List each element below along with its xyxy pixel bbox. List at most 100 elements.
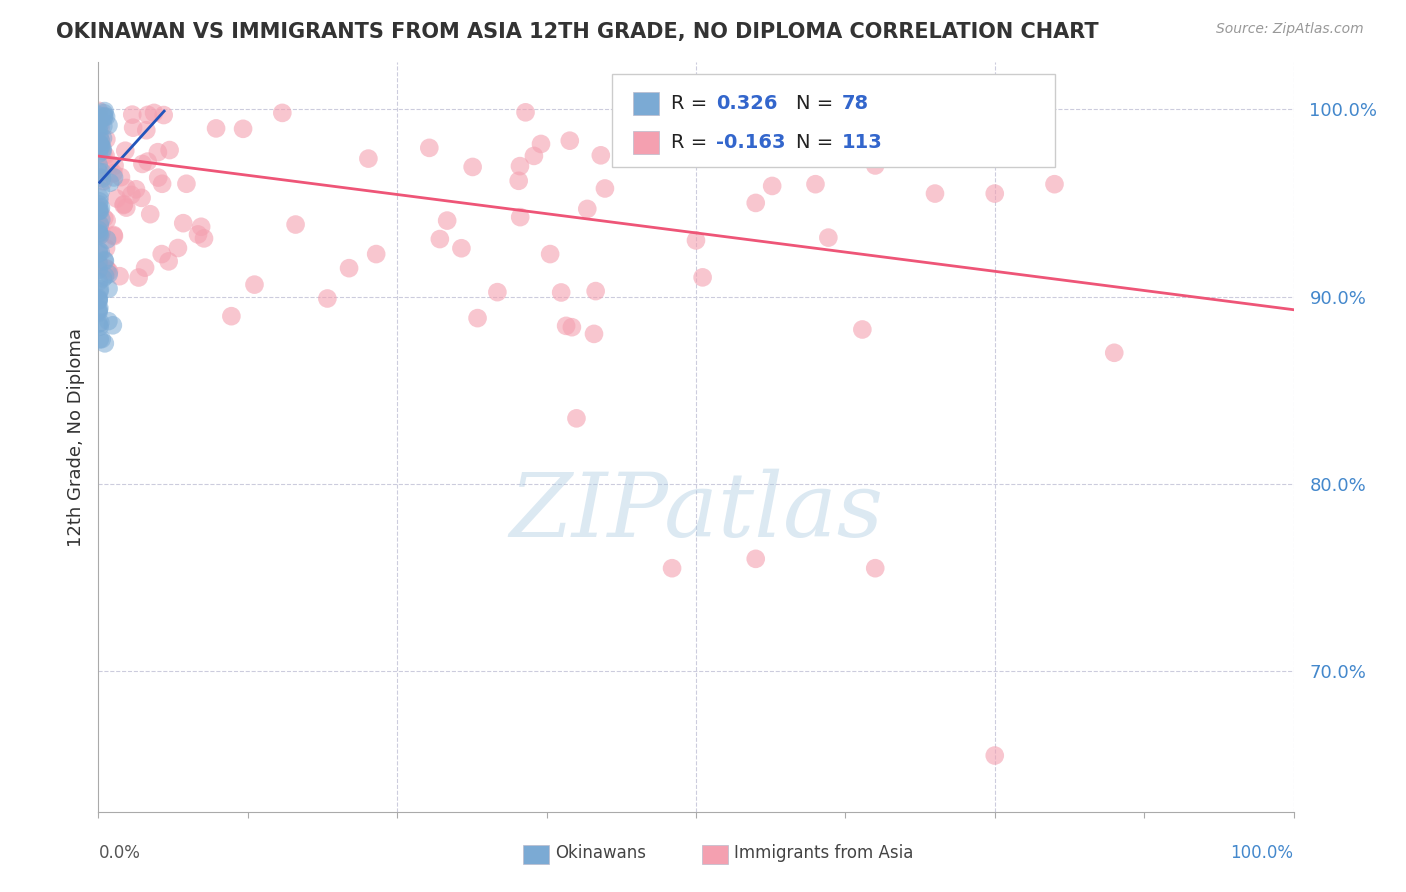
Point	[87, 293, 110, 308]
Point	[87, 165, 110, 179]
Point	[122, 120, 145, 135]
Point	[114, 144, 136, 158]
Text: 100.0%: 100.0%	[1230, 844, 1294, 862]
Point	[509, 159, 531, 173]
Point	[1043, 177, 1066, 191]
Point	[87, 158, 110, 172]
Point	[576, 202, 599, 216]
Point	[187, 227, 209, 242]
Point	[87, 217, 110, 231]
Point	[103, 166, 125, 180]
Point	[89, 332, 111, 346]
Point	[243, 277, 266, 292]
Point	[90, 184, 112, 198]
Point	[96, 233, 118, 247]
Point	[97, 267, 120, 281]
Point	[232, 121, 254, 136]
Point	[436, 213, 458, 227]
Point	[176, 177, 198, 191]
Point	[97, 264, 120, 278]
Point	[101, 318, 124, 333]
Text: ZIPatlas: ZIPatlas	[509, 468, 883, 556]
Point	[90, 134, 112, 148]
Point	[585, 284, 607, 298]
Point	[93, 253, 115, 268]
Point	[97, 282, 120, 296]
Point	[105, 192, 128, 206]
Point	[90, 139, 112, 153]
FancyBboxPatch shape	[633, 93, 659, 115]
Point	[467, 311, 489, 326]
Point	[159, 143, 181, 157]
Point	[121, 108, 143, 122]
Text: Immigrants from Asia: Immigrants from Asia	[734, 844, 914, 862]
Point	[87, 223, 110, 237]
Text: -0.163: -0.163	[716, 133, 786, 153]
Point	[112, 198, 135, 212]
Point	[509, 210, 531, 224]
Point	[87, 123, 110, 137]
Point	[91, 271, 114, 285]
FancyBboxPatch shape	[523, 846, 548, 864]
Point	[486, 285, 509, 300]
Point	[429, 232, 451, 246]
Point	[450, 241, 472, 255]
Point	[90, 120, 112, 134]
Point	[90, 226, 112, 240]
Point	[136, 108, 159, 122]
Point	[115, 201, 138, 215]
Point	[125, 182, 148, 196]
Point	[561, 320, 583, 334]
Point	[89, 285, 111, 299]
Point	[89, 113, 111, 128]
Point	[87, 246, 110, 260]
Point	[94, 254, 117, 268]
Point	[565, 411, 588, 425]
Point	[98, 176, 121, 190]
Point	[87, 227, 110, 241]
Point	[589, 148, 612, 162]
Point	[94, 269, 117, 284]
Text: N =: N =	[796, 95, 839, 113]
Point	[87, 197, 110, 211]
Y-axis label: 12th Grade, No Diploma: 12th Grade, No Diploma	[66, 327, 84, 547]
Point	[418, 141, 440, 155]
Point	[87, 226, 110, 240]
Point	[582, 326, 605, 341]
Point	[87, 202, 110, 216]
Point	[97, 118, 120, 132]
Point	[172, 216, 194, 230]
Point	[357, 152, 380, 166]
Point	[139, 207, 162, 221]
Point	[90, 212, 112, 227]
Text: Okinawans: Okinawans	[555, 844, 645, 862]
Point	[538, 247, 561, 261]
Point	[593, 181, 616, 195]
Point	[157, 254, 180, 268]
Point	[90, 133, 112, 147]
Text: OKINAWAN VS IMMIGRANTS FROM ASIA 12TH GRADE, NO DIPLOMA CORRELATION CHART: OKINAWAN VS IMMIGRANTS FROM ASIA 12TH GR…	[56, 22, 1099, 42]
Point	[804, 177, 827, 191]
Point	[550, 285, 572, 300]
Point	[87, 293, 110, 307]
Point	[87, 113, 110, 128]
Point	[94, 261, 117, 276]
Point	[89, 190, 111, 204]
Text: R =: R =	[671, 95, 713, 113]
Point	[89, 170, 111, 185]
Point	[89, 136, 111, 151]
Point	[87, 306, 110, 320]
Point	[93, 104, 115, 119]
Point	[87, 136, 110, 150]
Point	[150, 177, 173, 191]
Point	[91, 171, 114, 186]
Point	[93, 119, 115, 133]
Point	[190, 219, 212, 234]
Point	[461, 160, 484, 174]
Point	[87, 304, 110, 318]
Point	[508, 174, 530, 188]
Point	[337, 261, 360, 276]
Point	[146, 145, 169, 160]
Point	[685, 233, 707, 247]
Point	[128, 270, 150, 285]
